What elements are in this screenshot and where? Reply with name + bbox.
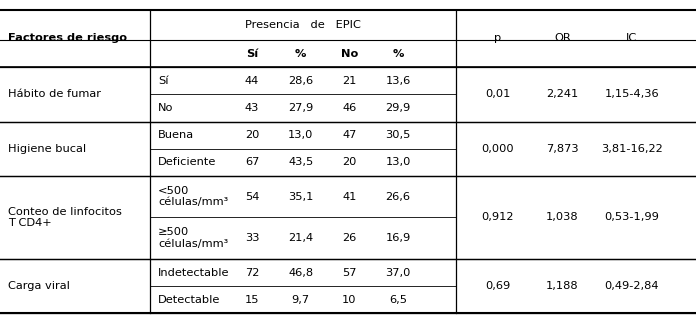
Text: Presencia   de   EPIC: Presencia de EPIC	[245, 20, 361, 30]
Text: 43: 43	[245, 103, 259, 113]
Text: Carga viral: Carga viral	[8, 281, 70, 291]
Text: 46,8: 46,8	[288, 267, 313, 277]
Text: 28,6: 28,6	[288, 76, 313, 86]
Text: IC: IC	[626, 34, 638, 44]
Text: 21: 21	[342, 76, 356, 86]
Text: 26,6: 26,6	[386, 192, 411, 202]
Text: 26: 26	[342, 233, 356, 243]
Text: 27,9: 27,9	[288, 103, 313, 113]
Text: ≥500
células/mm³: ≥500 células/mm³	[158, 227, 228, 249]
Text: No: No	[158, 103, 173, 113]
Text: p: p	[494, 34, 501, 44]
Text: 3,81-16,22: 3,81-16,22	[601, 144, 663, 154]
Text: 1,188: 1,188	[546, 281, 578, 291]
Text: 29,9: 29,9	[386, 103, 411, 113]
Text: Factores de riesgo: Factores de riesgo	[8, 34, 127, 44]
Text: Indetectable: Indetectable	[158, 267, 230, 277]
Text: Conteo de linfocitos
T CD4+: Conteo de linfocitos T CD4+	[8, 207, 122, 228]
Text: 13,0: 13,0	[386, 157, 411, 167]
Text: <500
células/mm³: <500 células/mm³	[158, 186, 228, 207]
Text: 0,53-1,99: 0,53-1,99	[605, 213, 659, 223]
Text: 1,15-4,36: 1,15-4,36	[605, 89, 659, 99]
Text: 0,49-2,84: 0,49-2,84	[605, 281, 659, 291]
Text: 0,912: 0,912	[482, 213, 514, 223]
Text: 16,9: 16,9	[386, 233, 411, 243]
Text: Higiene bucal: Higiene bucal	[8, 144, 86, 154]
Text: 15: 15	[245, 295, 259, 305]
Text: 47: 47	[342, 130, 356, 140]
Text: Sí: Sí	[246, 49, 258, 59]
Text: 72: 72	[245, 267, 259, 277]
Text: OR: OR	[554, 34, 571, 44]
Text: %: %	[393, 49, 404, 59]
Text: %: %	[295, 49, 306, 59]
Text: 57: 57	[342, 267, 356, 277]
Text: 46: 46	[342, 103, 356, 113]
Text: 54: 54	[245, 192, 259, 202]
Text: Hábito de fumar: Hábito de fumar	[8, 89, 102, 99]
Text: Sí: Sí	[158, 76, 168, 86]
Text: 35,1: 35,1	[288, 192, 313, 202]
Text: 67: 67	[245, 157, 259, 167]
Text: 9,7: 9,7	[292, 295, 310, 305]
Text: 41: 41	[342, 192, 356, 202]
Text: 1,038: 1,038	[546, 213, 578, 223]
Text: 0,69: 0,69	[485, 281, 510, 291]
Text: 13,0: 13,0	[288, 130, 313, 140]
Text: Deficiente: Deficiente	[158, 157, 216, 167]
Text: 7,873: 7,873	[546, 144, 578, 154]
Text: 20: 20	[245, 130, 259, 140]
Text: Buena: Buena	[158, 130, 194, 140]
Text: 44: 44	[245, 76, 259, 86]
Text: 6,5: 6,5	[389, 295, 407, 305]
Text: 2,241: 2,241	[546, 89, 578, 99]
Text: 20: 20	[342, 157, 356, 167]
Text: 37,0: 37,0	[386, 267, 411, 277]
Text: 21,4: 21,4	[288, 233, 313, 243]
Text: 13,6: 13,6	[386, 76, 411, 86]
Text: 10: 10	[342, 295, 356, 305]
Text: 43,5: 43,5	[288, 157, 313, 167]
Text: Detectable: Detectable	[158, 295, 221, 305]
Text: 0,01: 0,01	[485, 89, 510, 99]
Text: No: No	[341, 49, 358, 59]
Text: 33: 33	[245, 233, 259, 243]
Text: 0,000: 0,000	[482, 144, 514, 154]
Text: 30,5: 30,5	[386, 130, 411, 140]
